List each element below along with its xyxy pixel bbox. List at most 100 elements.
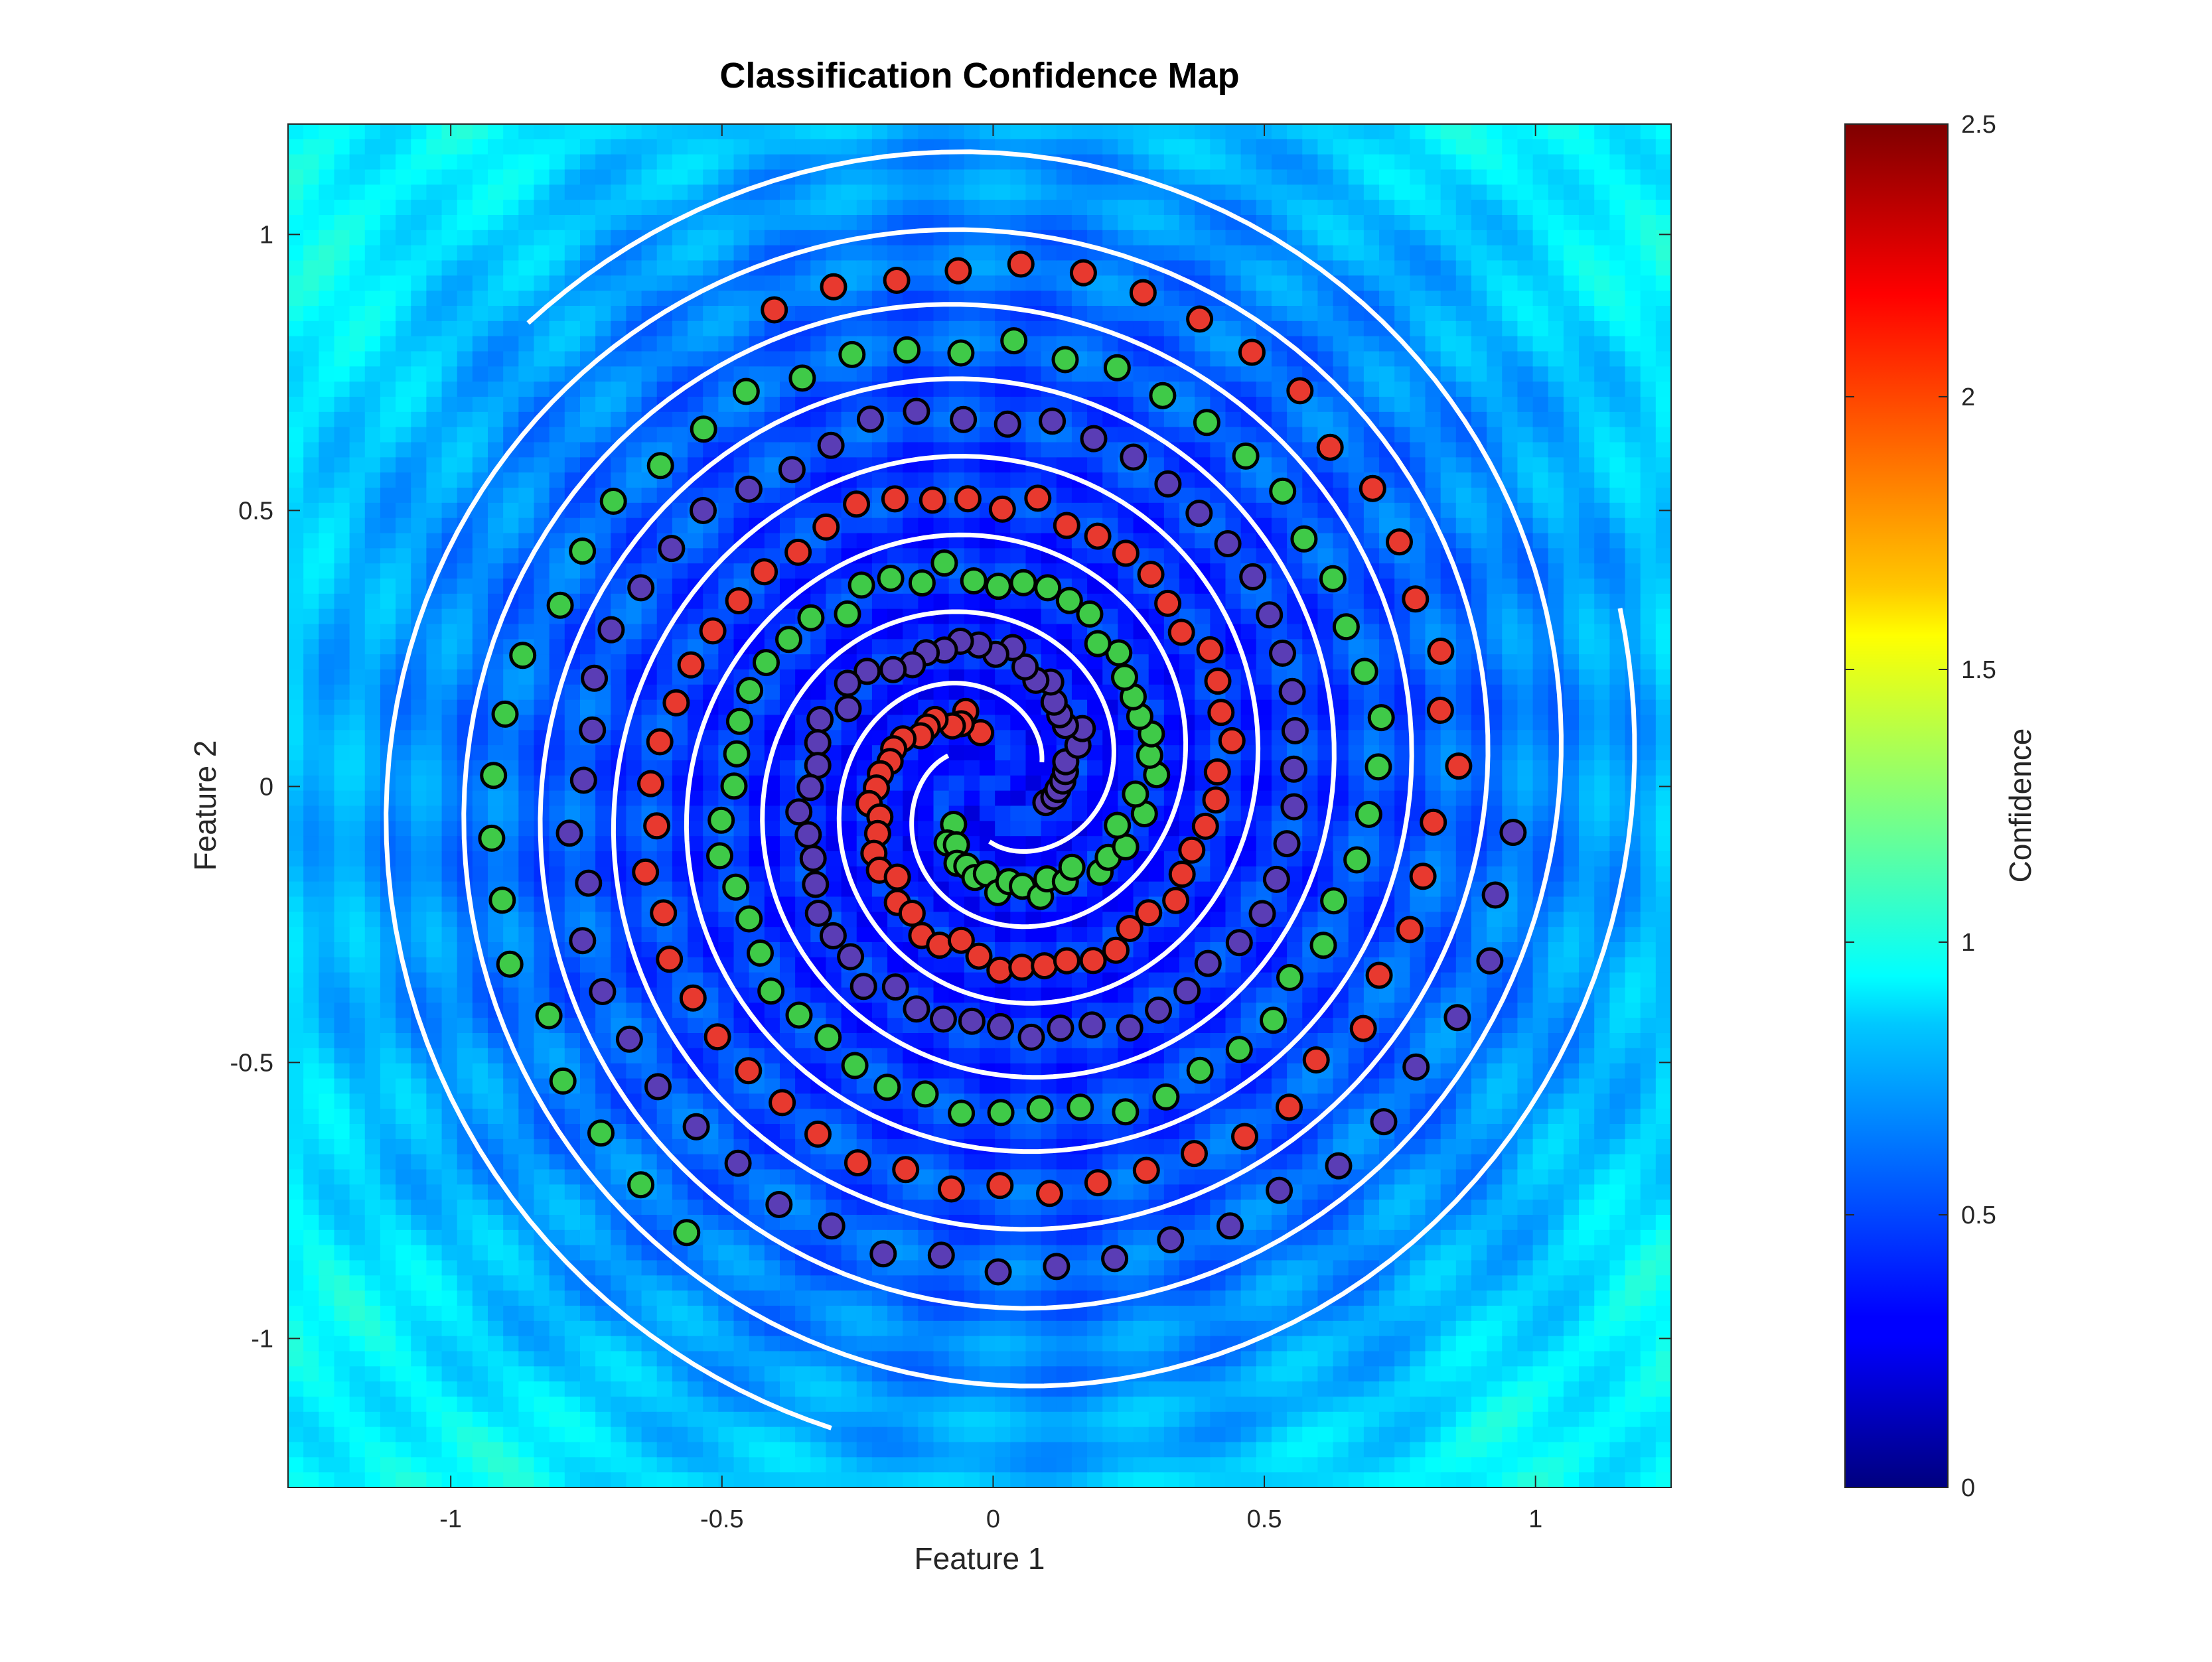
heatmap-cell (964, 548, 980, 564)
heatmap-cell (334, 1184, 350, 1200)
heatmap-cell (918, 1169, 934, 1186)
heatmap-cell (995, 790, 1011, 807)
heatmap-cell (688, 1426, 703, 1443)
heatmap-cell (933, 275, 950, 291)
heatmap-cell (611, 366, 627, 382)
heatmap-cell (441, 1320, 458, 1337)
heatmap-cell (964, 1472, 980, 1488)
heatmap-cell (672, 579, 688, 594)
heatmap-cell (641, 442, 658, 458)
heatmap-cell (349, 411, 366, 428)
heatmap-cell (841, 1457, 857, 1473)
heatmap-cell (672, 1169, 688, 1186)
heatmap-cell (980, 821, 995, 837)
heatmap-cell (334, 669, 350, 685)
heatmap-cell (319, 245, 335, 261)
heatmap-cell (334, 1003, 350, 1018)
heatmap-cell (656, 518, 673, 534)
heatmap-cell (349, 669, 366, 685)
heatmap-cell (995, 381, 1011, 397)
heatmap-cell (488, 805, 504, 822)
heatmap-cell (779, 1063, 796, 1079)
heatmap-cell (810, 1381, 827, 1397)
heatmap-cell (626, 912, 642, 928)
heatmap-cell (980, 1366, 995, 1382)
heatmap-cell (534, 320, 550, 337)
heatmap-cell (564, 1093, 581, 1109)
heatmap-cell (579, 184, 596, 200)
heatmap-cell (933, 1411, 950, 1428)
heatmap-cell (380, 411, 396, 428)
heatmap-cell (672, 1078, 688, 1095)
heatmap-cell (441, 957, 458, 973)
heatmap-cell (396, 760, 412, 776)
heatmap-cell (426, 518, 443, 534)
heatmap-cell (488, 1109, 504, 1125)
heatmap-cell (288, 1290, 304, 1306)
heatmap-cell (364, 836, 381, 852)
heatmap-cell (810, 260, 827, 277)
heatmap-cell (672, 200, 688, 216)
heatmap-cell (396, 320, 412, 337)
heatmap-cell (841, 1320, 857, 1337)
heatmap-cell (733, 1033, 750, 1049)
heatmap-cell (411, 260, 427, 277)
heatmap-cell (903, 306, 919, 322)
heatmap-cell (303, 957, 320, 973)
heatmap-cell (1071, 1033, 1088, 1049)
heatmap-cell (841, 1426, 857, 1443)
heatmap-cell (718, 1260, 735, 1277)
heatmap-cell (411, 457, 427, 473)
heatmap-cell (426, 320, 443, 337)
heatmap-cell (995, 942, 1011, 958)
heatmap-cell (380, 1381, 396, 1397)
heatmap-cell (611, 1109, 627, 1125)
heatmap-cell (426, 1336, 443, 1352)
heatmap-cell (457, 942, 473, 958)
heatmap-cell (364, 1472, 381, 1488)
heatmap-cell (749, 124, 765, 140)
heatmap-cell (856, 320, 873, 337)
heatmap-cell (396, 1078, 412, 1095)
heatmap-cell (749, 533, 765, 549)
heatmap-cell (948, 912, 965, 928)
heatmap-cell (488, 912, 504, 928)
heatmap-cell (703, 215, 719, 231)
heatmap-cell (319, 790, 335, 807)
heatmap-cell (688, 1033, 703, 1049)
heatmap-cell (656, 1290, 673, 1306)
heatmap-cell (472, 1290, 488, 1306)
heatmap-cell (703, 320, 719, 337)
heatmap-cell (672, 1320, 688, 1337)
heatmap-cell (611, 654, 627, 670)
heatmap-cell (1025, 366, 1042, 382)
heatmap-cell (641, 1457, 658, 1473)
heatmap-cell (441, 912, 458, 928)
heatmap-cell (380, 548, 396, 564)
heatmap-cell (1071, 1124, 1088, 1140)
heatmap-cell (1087, 291, 1104, 307)
heatmap-cell (518, 669, 535, 685)
heatmap-cell (626, 336, 642, 352)
heatmap-cell (549, 1200, 565, 1215)
heatmap-cell (426, 987, 443, 1004)
heatmap-cell (764, 684, 780, 701)
heatmap-cell (1118, 1184, 1134, 1200)
heatmap-cell (364, 1442, 381, 1458)
heatmap-cell (380, 1426, 396, 1443)
heatmap-cell (411, 230, 427, 246)
heatmap-cell (364, 1290, 381, 1306)
heatmap-cell (334, 624, 350, 640)
heatmap-cell (488, 1366, 504, 1382)
heatmap-cell (733, 1426, 750, 1443)
heatmap-cell (288, 1169, 304, 1186)
heatmap-cell (656, 1033, 673, 1049)
heatmap-cell (396, 169, 412, 186)
heatmap-cell (672, 139, 688, 155)
heatmap-cell (364, 805, 381, 822)
heatmap-cell (303, 411, 320, 428)
heatmap-cell (918, 472, 934, 488)
heatmap-cell (319, 669, 335, 685)
heatmap-cell (534, 624, 550, 640)
heatmap-cell (334, 184, 350, 200)
